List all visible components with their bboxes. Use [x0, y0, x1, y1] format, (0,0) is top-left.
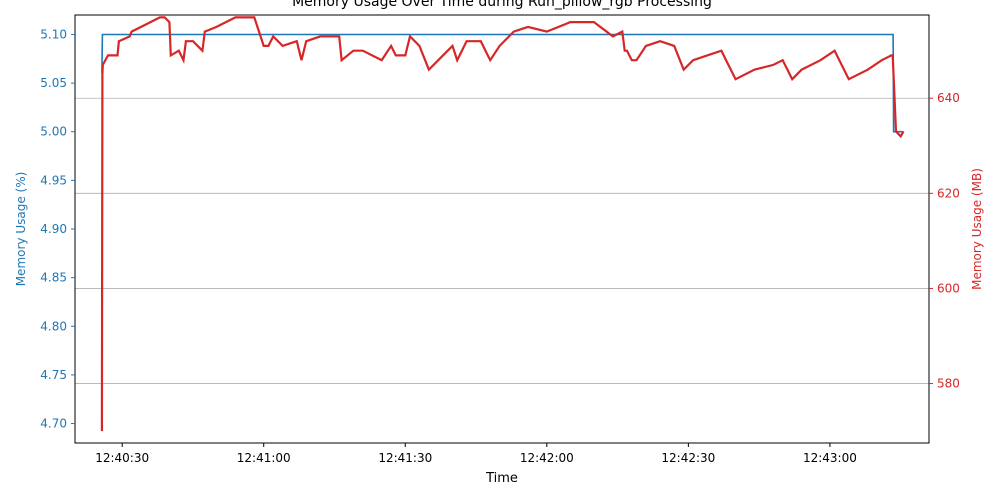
x-tick-label: 12:40:30 — [95, 451, 149, 465]
y-left-tick-label: 4.85 — [40, 271, 67, 285]
chart-title: Memory Usage Over Time during Run_pillow… — [292, 0, 712, 10]
x-tick-label: 12:43:00 — [803, 451, 857, 465]
y-left-tick-label: 4.70 — [40, 417, 67, 431]
y-right-tick-label: 620 — [937, 186, 960, 200]
x-tick-label: 12:41:30 — [378, 451, 432, 465]
y-axis-left-label: Memory Usage (%) — [14, 172, 28, 287]
series-line-mb — [100, 16, 905, 432]
y-left-tick-label: 4.90 — [40, 222, 67, 236]
y-left-tick-label: 4.95 — [40, 173, 67, 187]
series-layer — [100, 16, 905, 432]
x-tick-label: 12:41:00 — [237, 451, 291, 465]
y-right-tick-label: 580 — [937, 377, 960, 391]
axis-layer: 12:40:30 12:41:00 12:41:30 12:42:00 12:42:30… — [40, 27, 960, 465]
grid-layer — [75, 97, 929, 384]
y-axis-right-label: Memory Usage (MB) — [970, 168, 984, 290]
y-right-tick-label: 640 — [937, 91, 960, 105]
y-left-tick-label: 5.10 — [40, 27, 67, 41]
y-left-tick-label: 5.05 — [40, 76, 67, 90]
x-axis-label: Time — [485, 471, 518, 486]
y-right-tick-label: 600 — [937, 281, 960, 295]
y-left-tick-label: 5.00 — [40, 125, 67, 139]
x-tick-label: 12:42:00 — [520, 451, 574, 465]
x-tick-label: 12:42:30 — [661, 451, 715, 465]
y-left-tick-label: 4.75 — [40, 368, 67, 382]
y-left-tick-label: 4.80 — [40, 319, 67, 333]
